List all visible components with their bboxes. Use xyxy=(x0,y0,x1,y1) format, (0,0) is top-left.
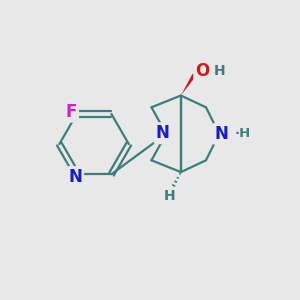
Text: O: O xyxy=(195,62,209,80)
Text: ·H: ·H xyxy=(235,127,251,140)
Text: F: F xyxy=(66,103,77,121)
Text: H: H xyxy=(163,189,175,202)
Text: N: N xyxy=(156,124,170,142)
Text: N: N xyxy=(68,168,82,186)
Text: N: N xyxy=(214,125,229,143)
Text: H: H xyxy=(213,64,225,78)
Polygon shape xyxy=(181,74,196,95)
